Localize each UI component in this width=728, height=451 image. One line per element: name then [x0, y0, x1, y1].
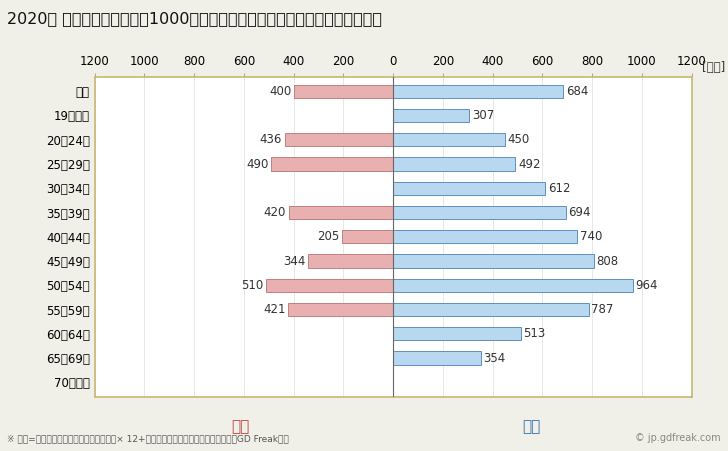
- Bar: [288, 206, 393, 219]
- Text: 男性: 男性: [522, 419, 541, 434]
- Bar: [293, 84, 393, 98]
- Text: 205: 205: [317, 230, 340, 243]
- Text: 808: 808: [596, 254, 619, 267]
- Text: 400: 400: [269, 85, 291, 98]
- Text: 436: 436: [260, 133, 282, 146]
- Bar: [272, 157, 393, 170]
- Text: © jp.gdfreak.com: © jp.gdfreak.com: [635, 433, 721, 443]
- Bar: [393, 254, 594, 268]
- Text: 694: 694: [569, 206, 590, 219]
- Text: 490: 490: [246, 157, 269, 170]
- Bar: [393, 157, 515, 170]
- Bar: [393, 182, 545, 195]
- Bar: [393, 109, 470, 122]
- Bar: [393, 303, 589, 316]
- Bar: [393, 206, 566, 219]
- Bar: [342, 230, 393, 244]
- Text: 612: 612: [548, 182, 570, 195]
- Bar: [393, 84, 563, 98]
- Text: 421: 421: [264, 303, 286, 316]
- Bar: [393, 133, 505, 147]
- Bar: [393, 327, 521, 341]
- Bar: [285, 133, 393, 147]
- Text: 492: 492: [518, 157, 540, 170]
- Text: 964: 964: [636, 279, 658, 292]
- Text: 307: 307: [472, 109, 494, 122]
- Text: 684: 684: [566, 85, 588, 98]
- Text: 450: 450: [507, 133, 530, 146]
- Bar: [288, 303, 393, 316]
- Text: 344: 344: [282, 254, 305, 267]
- Text: 510: 510: [242, 279, 264, 292]
- Text: 787: 787: [591, 303, 614, 316]
- Bar: [266, 279, 393, 292]
- Text: 513: 513: [523, 327, 545, 341]
- Bar: [393, 351, 481, 365]
- Bar: [393, 279, 633, 292]
- Bar: [393, 230, 577, 244]
- Bar: [307, 254, 393, 268]
- Text: 420: 420: [264, 206, 286, 219]
- Text: [万円]: [万円]: [702, 61, 725, 74]
- Text: 354: 354: [483, 352, 506, 364]
- Text: 740: 740: [579, 230, 602, 243]
- Text: 女性: 女性: [231, 419, 250, 434]
- Text: ※ 年収=「きまって支給する現金給与額」× 12+「年間賞与その他特別給与額」としてGD Freak推計: ※ 年収=「きまって支給する現金給与額」× 12+「年間賞与その他特別給与額」と…: [7, 434, 289, 443]
- Text: 2020年 民間企業（従業者数1000人以上）フルタイム労働者の男女別平均年収: 2020年 民間企業（従業者数1000人以上）フルタイム労働者の男女別平均年収: [7, 11, 382, 26]
